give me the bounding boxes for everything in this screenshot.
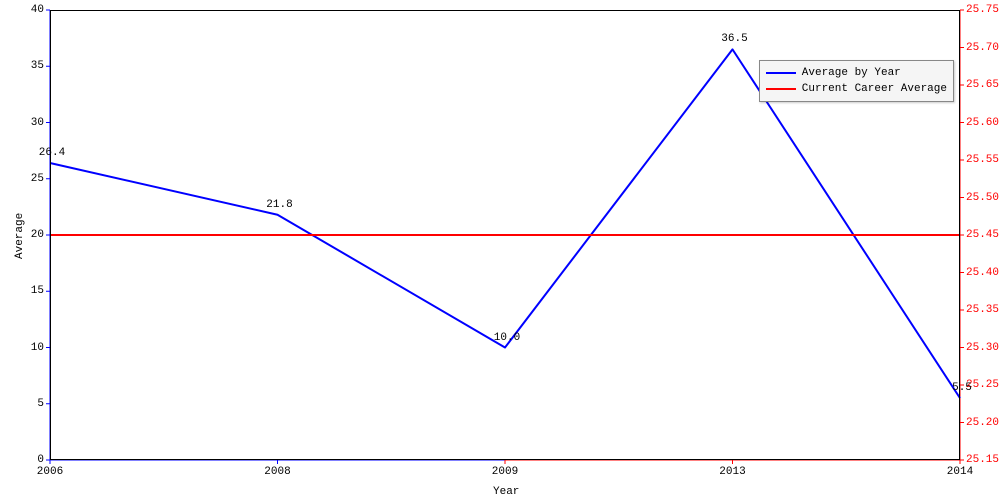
- right-tick-label: 25.35: [966, 304, 999, 316]
- data-point-label: 10.0: [494, 332, 520, 344]
- right-tick-label: 25.65: [966, 79, 999, 91]
- left-tick-label: 0: [37, 454, 44, 466]
- x-tick-label: 2014: [947, 466, 973, 478]
- left-tick-label: 15: [31, 285, 44, 297]
- legend: Average by YearCurrent Career Average: [759, 60, 954, 102]
- right-tick-label: 25.15: [966, 454, 999, 466]
- right-tick-label: 25.70: [966, 42, 999, 54]
- data-point-label: 36.5: [721, 33, 747, 45]
- legend-label: Average by Year: [802, 65, 901, 81]
- x-axis-title: Year: [493, 486, 519, 498]
- legend-label: Current Career Average: [802, 81, 947, 97]
- legend-item: Average by Year: [766, 65, 947, 81]
- data-point-label: 21.8: [266, 199, 292, 211]
- right-tick-label: 25.60: [966, 117, 999, 129]
- left-tick-label: 20: [31, 229, 44, 241]
- x-tick-label: 2006: [37, 466, 63, 478]
- left-tick-label: 10: [31, 342, 44, 354]
- right-tick-label: 25.55: [966, 154, 999, 166]
- left-tick-label: 25: [31, 173, 44, 185]
- legend-swatch: [766, 72, 796, 74]
- chart-container: Average Year Average by YearCurrent Care…: [0, 0, 1000, 500]
- left-tick-label: 5: [37, 398, 44, 410]
- x-tick-label: 2013: [719, 466, 745, 478]
- right-tick-label: 25.30: [966, 342, 999, 354]
- data-point-label: 26.4: [39, 147, 65, 159]
- left-tick-label: 35: [31, 60, 44, 72]
- legend-swatch: [766, 88, 796, 90]
- left-axis-title: Average: [14, 213, 26, 259]
- right-tick-label: 25.40: [966, 267, 999, 279]
- right-tick-label: 25.50: [966, 192, 999, 204]
- left-tick-label: 40: [31, 4, 44, 16]
- right-tick-label: 25.45: [966, 229, 999, 241]
- right-tick-label: 25.20: [966, 417, 999, 429]
- left-tick-label: 30: [31, 117, 44, 129]
- x-tick-label: 2008: [264, 466, 290, 478]
- data-point-label: 5.5: [952, 382, 972, 394]
- legend-item: Current Career Average: [766, 81, 947, 97]
- x-tick-label: 2009: [492, 466, 518, 478]
- right-tick-label: 25.75: [966, 4, 999, 16]
